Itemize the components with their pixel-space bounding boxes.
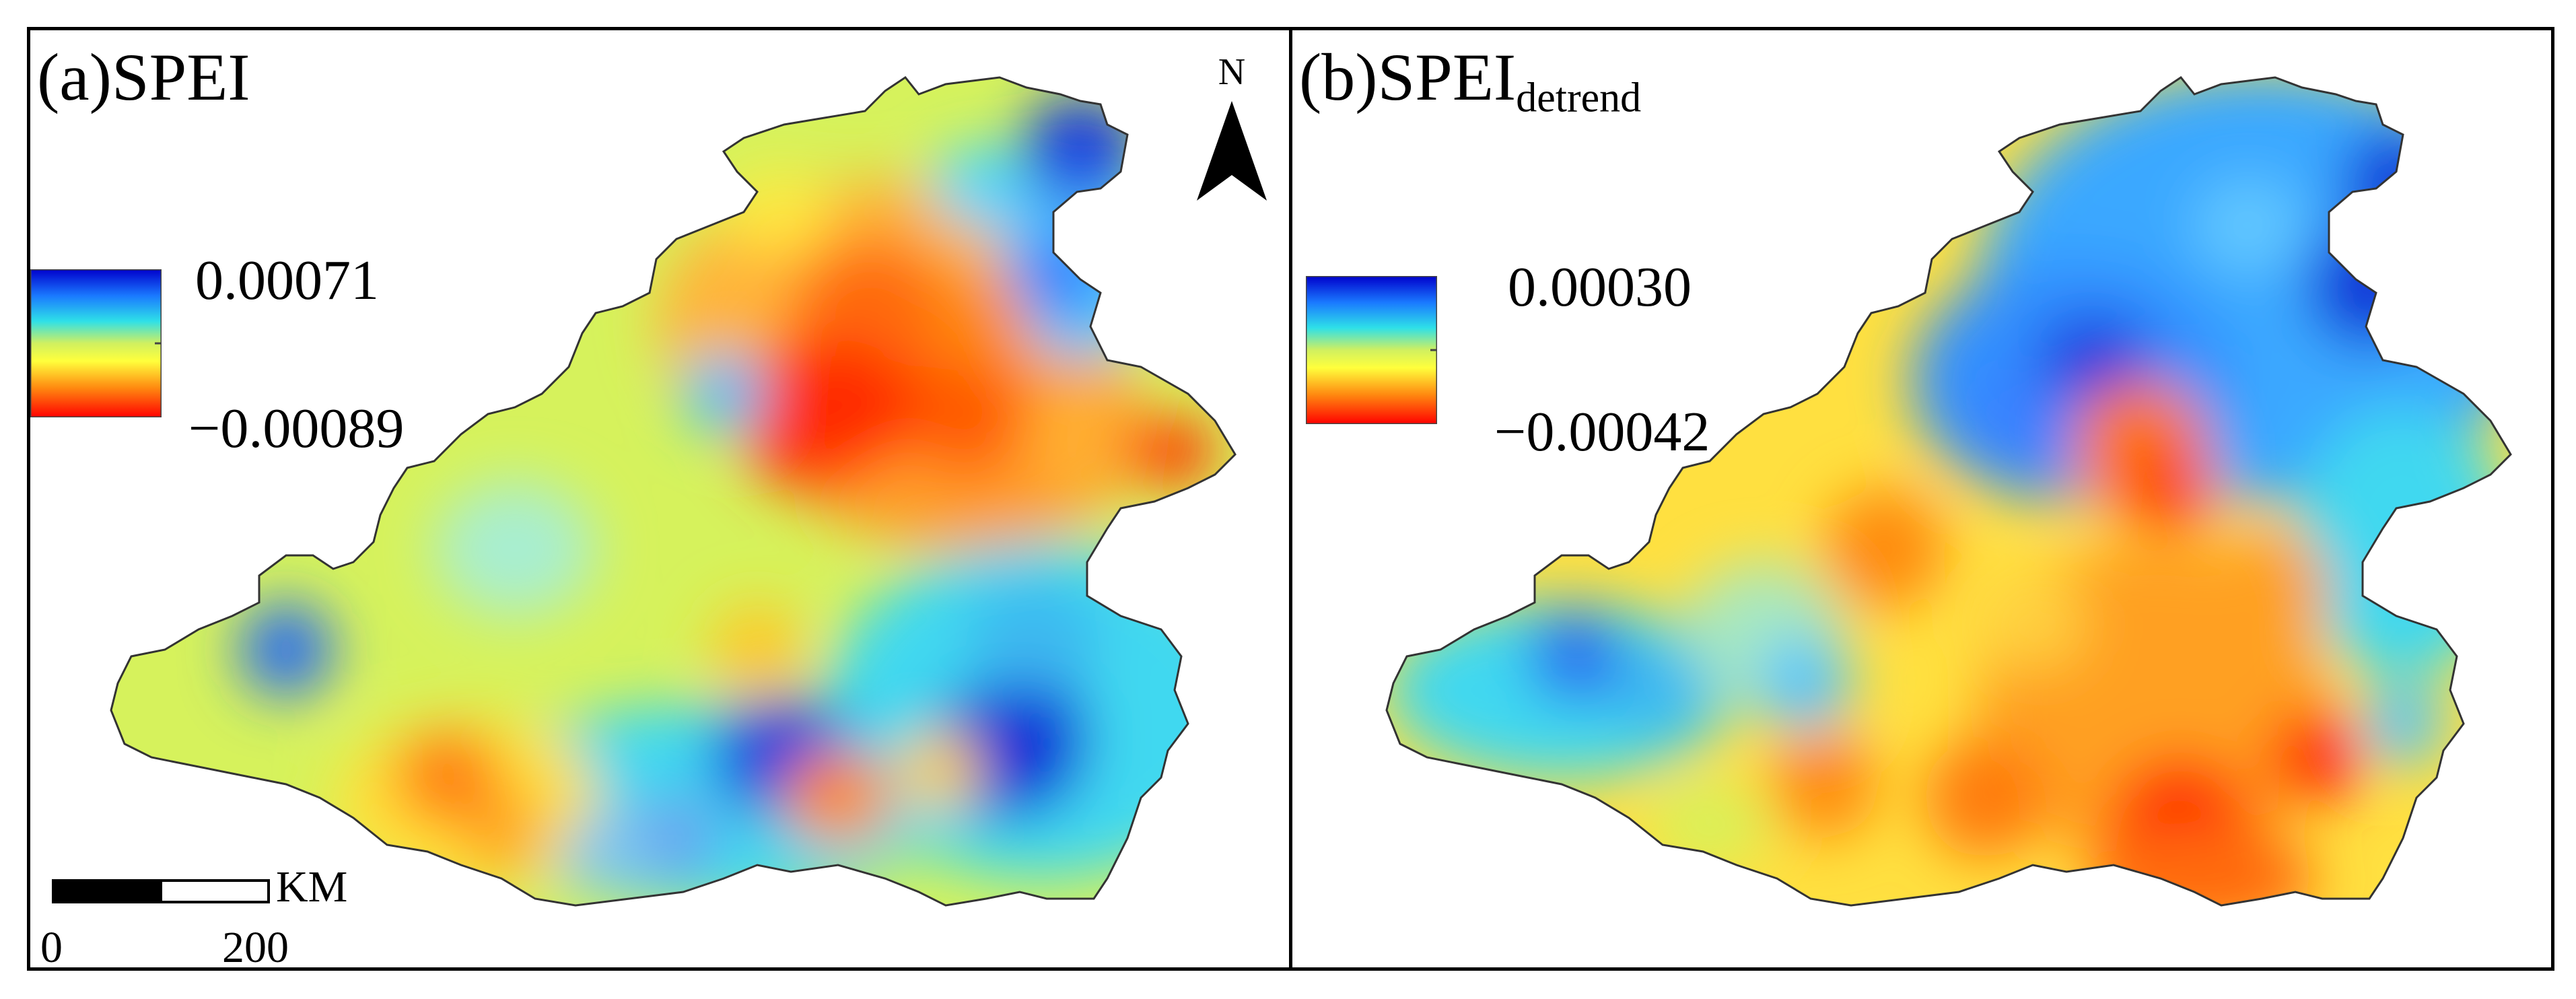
panel-b-title-main: (b)SPEI — [1299, 40, 1517, 114]
scale-end: 200 — [222, 923, 289, 971]
spei-map-b — [1385, 76, 2512, 907]
legend-colorbar-a — [30, 269, 162, 417]
panel-a-title: (a)SPEI — [37, 40, 250, 114]
north-label: N — [1218, 51, 1245, 93]
panel-b-title-sub: detrend — [1516, 75, 1642, 121]
scale-bar-icon — [52, 879, 270, 903]
legend-colorbar-b — [1306, 276, 1437, 424]
legend-min-b: −0.00042 — [1494, 401, 1710, 463]
map-panel-b: (b)SPEIdetrend 0.00030 −0.00042 — [1289, 27, 2554, 971]
legend-max-a: 0.00071 — [195, 249, 379, 312]
map-panel-a: (a)SPEI N 0.00071 −0.00089 KM 0 200 — [27, 27, 1292, 971]
legend-max-b: 0.00030 — [1508, 256, 1692, 318]
scale-start: 0 — [40, 923, 63, 971]
north-arrow-icon: N — [1197, 51, 1267, 201]
spei-map-a — [110, 76, 1237, 907]
legend-min-a: −0.00089 — [188, 397, 405, 460]
scale-unit: KM — [276, 862, 348, 911]
panel-b-title: (b)SPEIdetrend — [1299, 44, 1642, 121]
